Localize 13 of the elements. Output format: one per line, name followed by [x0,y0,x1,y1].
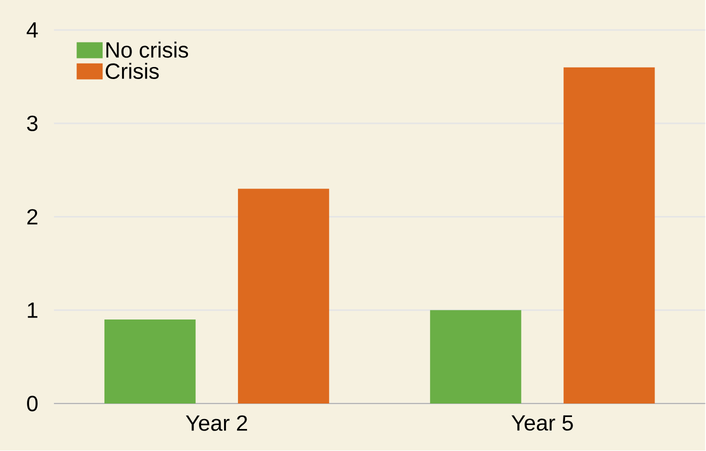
y-tick-label: 0 [27,396,38,412]
y-tick-label: 1 [28,302,38,318]
bar [104,320,196,404]
legend-label: No crisis [106,42,188,58]
bar [238,188,330,404]
bar [564,68,655,404]
bar [430,310,522,404]
legend-label: Crisis [106,63,159,80]
x-tick-label: Year 2 [186,416,248,432]
y-tick-label: 2 [27,209,38,225]
y-tick-label: 4 [26,22,38,38]
x-tick-label: Year 5 [512,416,573,431]
y-tick-label: 3 [27,116,38,132]
